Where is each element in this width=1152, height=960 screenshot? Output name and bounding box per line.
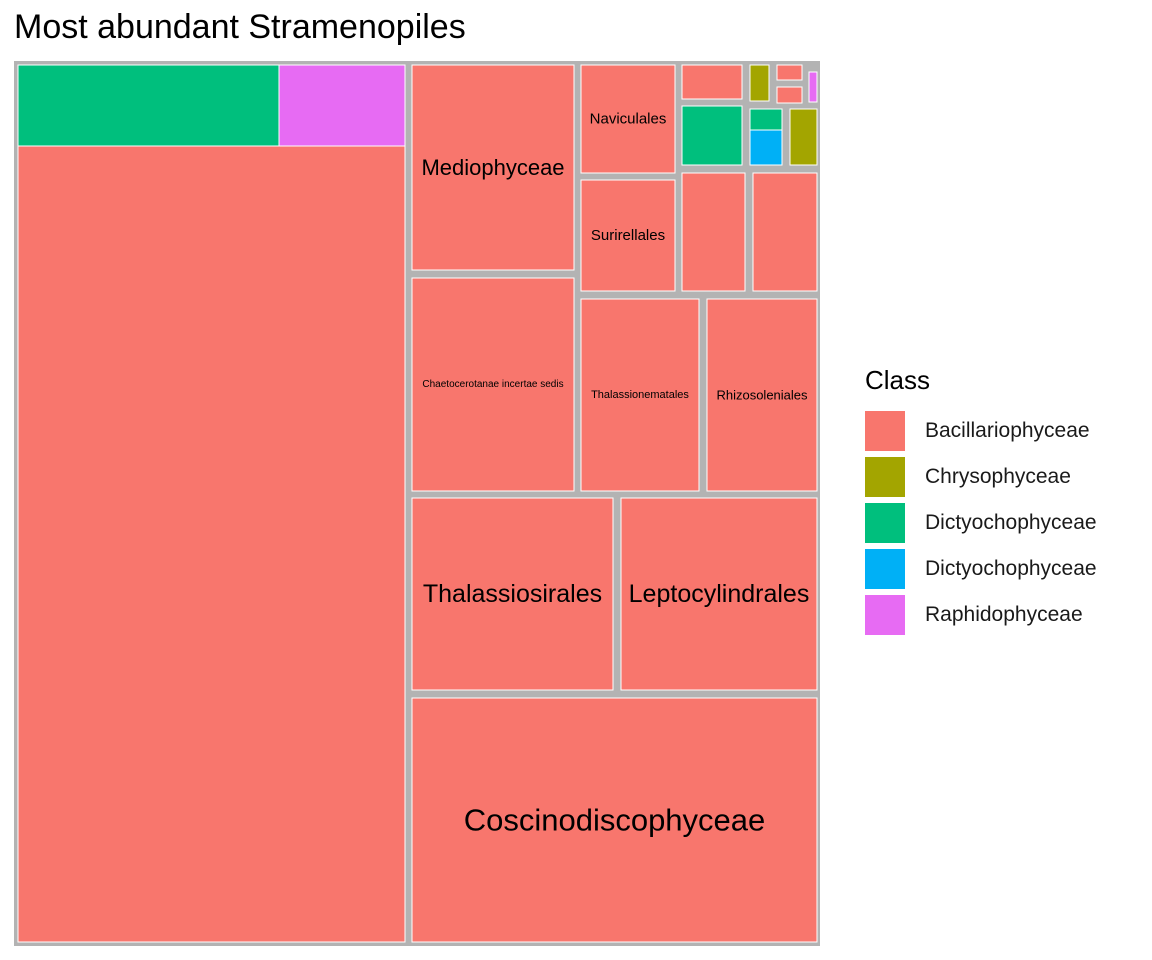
treemap-chart: Coscinodiscophyceae Thalassiosirales Lepto… [14, 61, 820, 946]
legend-key [865, 457, 905, 497]
treemap-group [681, 105, 743, 166]
treemap-tile [776, 64, 803, 81]
treemap-tile [681, 105, 743, 166]
treemap-group: Naviculales [580, 64, 676, 174]
treemap-group: Thalassionematales [580, 298, 700, 492]
treemap-tile [706, 298, 818, 492]
treemap-tile [776, 86, 803, 104]
legend: Class Bacillariophyceae Chrysophyceae Di… [865, 365, 1097, 638]
legend-item: Raphidophyceae [865, 592, 1097, 638]
treemap-group-label: Rhizosoleniales [716, 388, 808, 403]
treemap-tile [278, 64, 406, 147]
treemap-group-label: Leptocylindrales [629, 580, 810, 608]
legend-item: Chrysophyceae [865, 454, 1097, 500]
treemap-group: Mediophyceae [411, 64, 575, 271]
treemap-group-label: Surirellales [591, 227, 665, 244]
treemap-tile [789, 108, 818, 166]
treemap-group [749, 108, 783, 166]
treemap-tile [749, 64, 770, 102]
treemap-group [752, 172, 818, 292]
treemap-tile [620, 497, 818, 691]
treemap-tile [681, 64, 743, 100]
treemap-group-label: Thalassionematales [591, 389, 689, 401]
treemap-group [17, 64, 406, 943]
treemap-group-label: Naviculales [590, 111, 667, 128]
treemap-group-label: Mediophyceae [421, 155, 564, 180]
legend-key [865, 411, 905, 451]
treemap-tile [580, 298, 700, 492]
treemap-tile [749, 108, 783, 131]
treemap-group: Thalassiosirales [411, 497, 614, 691]
treemap-group-label: Chaetocerotanae incertae sedis [422, 379, 563, 390]
legend-label: Raphidophyceae [925, 603, 1083, 626]
treemap-group: Chaetocerotanae incertae sedis [411, 277, 575, 492]
treemap-group: Leptocylindrales [620, 497, 818, 691]
chart-title: Most abundant Stramenopiles [14, 8, 466, 46]
legend-label: Bacillariophyceae [925, 419, 1090, 442]
legend-key [865, 503, 905, 543]
legend-label: Chrysophyceae [925, 465, 1071, 488]
treemap-group-label: Thalassiosirales [423, 580, 602, 608]
treemap-tile [808, 71, 818, 103]
treemap-tile [681, 172, 746, 292]
legend-item: Dictyochophyceae [865, 546, 1097, 592]
treemap-tile [411, 697, 818, 943]
treemap-group: Rhizosoleniales [706, 298, 818, 492]
legend-label: Dictyochophyceae [925, 511, 1097, 534]
legend-label: Dictyochophyceae [925, 557, 1097, 580]
legend-key [865, 595, 905, 635]
treemap-tile [411, 64, 575, 271]
treemap-group [808, 71, 818, 103]
legend-key [865, 549, 905, 589]
treemap-group: Surirellales [580, 179, 676, 292]
treemap-tile [411, 277, 575, 492]
legend-title: Class [865, 365, 931, 395]
legend-item: Dictyochophyceae [865, 500, 1097, 546]
treemap-tile [17, 145, 406, 943]
treemap-tile [580, 179, 676, 292]
treemap-group-label: Coscinodiscophyceae [464, 803, 766, 838]
treemap-tile [752, 172, 818, 292]
treemap-tile [749, 129, 783, 166]
legend-item: Bacillariophyceae [865, 408, 1097, 454]
treemap-tile [411, 497, 614, 691]
treemap-group [749, 64, 770, 102]
treemap-tile [580, 64, 676, 174]
treemap-group [681, 172, 746, 292]
treemap-group [776, 64, 803, 104]
treemap-group [681, 64, 743, 100]
treemap-group [789, 108, 818, 166]
treemap-tile [17, 64, 280, 147]
treemap-group: Coscinodiscophyceae [411, 697, 818, 943]
